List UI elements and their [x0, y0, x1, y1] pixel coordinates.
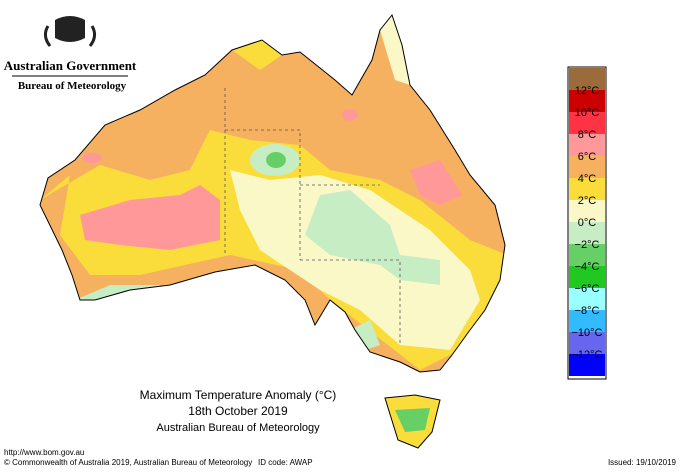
legend-swatch	[569, 200, 605, 222]
anomaly-band	[82, 153, 102, 163]
legend-label: −6°C	[575, 283, 600, 295]
legend-label: 0°C	[578, 217, 597, 229]
government-name: Australian Government	[4, 58, 137, 73]
footer-url: http://www.bom.gov.au	[4, 448, 84, 457]
legend-swatch	[569, 222, 605, 244]
anomaly-band	[266, 152, 286, 168]
legend-label: −8°C	[575, 305, 600, 317]
legend-swatch	[569, 112, 605, 134]
crest	[55, 16, 85, 42]
legend-swatch	[569, 354, 605, 376]
legend-swatch	[569, 266, 605, 288]
legend-label: 8°C	[578, 129, 597, 141]
legend-label: 6°C	[578, 151, 597, 163]
legend-label: −10°C	[571, 327, 602, 339]
logo	[43, 16, 97, 47]
legend-label: 4°C	[578, 173, 597, 185]
legend-label: 2°C	[578, 195, 597, 207]
anomaly-band	[395, 408, 430, 432]
legend-swatch	[569, 288, 605, 310]
legend-label: −4°C	[575, 261, 600, 273]
map-source: Australian Bureau of Meteorology	[156, 422, 320, 434]
map-date: 18th October 2019	[188, 404, 288, 418]
legend-swatch	[569, 178, 605, 200]
anomaly-band	[342, 109, 358, 121]
anomaly-band	[410, 160, 462, 205]
crest-supporters	[43, 25, 97, 47]
legend-label: 10°C	[575, 107, 600, 119]
footer-copyright: © Commonwealth of Australia 2019, Austra…	[4, 458, 252, 467]
legend-label: 12°C	[575, 85, 600, 97]
legend-frame	[567, 66, 607, 380]
map-title: Maximum Temperature Anomaly (°C)	[140, 388, 337, 402]
legend-swatch	[569, 156, 605, 178]
anomaly-band	[80, 185, 220, 250]
legend-swatch	[569, 310, 605, 332]
legend: 12°C 10°C 8°C 6°C 4°C 2°C 0°C −2°C −4°C −6°C −8°C −…	[567, 66, 607, 380]
anomaly-band	[232, 40, 282, 70]
legend-swatch	[569, 134, 605, 156]
footer-id: ID code: AWAP	[258, 458, 313, 467]
state-borders	[224, 88, 401, 345]
legend-swatch	[569, 332, 605, 354]
footer-issued: Issued: 19/10/2019	[608, 458, 677, 467]
legend-label: −2°C	[575, 239, 600, 251]
coastline	[39, 13, 506, 373]
agency-name: Bureau of Meteorology	[18, 80, 127, 92]
legend-swatch	[569, 90, 605, 112]
legend-label: −12°C	[571, 349, 602, 361]
anomaly-band	[305, 190, 440, 285]
legend-swatch	[569, 244, 605, 266]
legend-swatch	[569, 68, 605, 90]
anomaly-band	[380, 15, 410, 85]
